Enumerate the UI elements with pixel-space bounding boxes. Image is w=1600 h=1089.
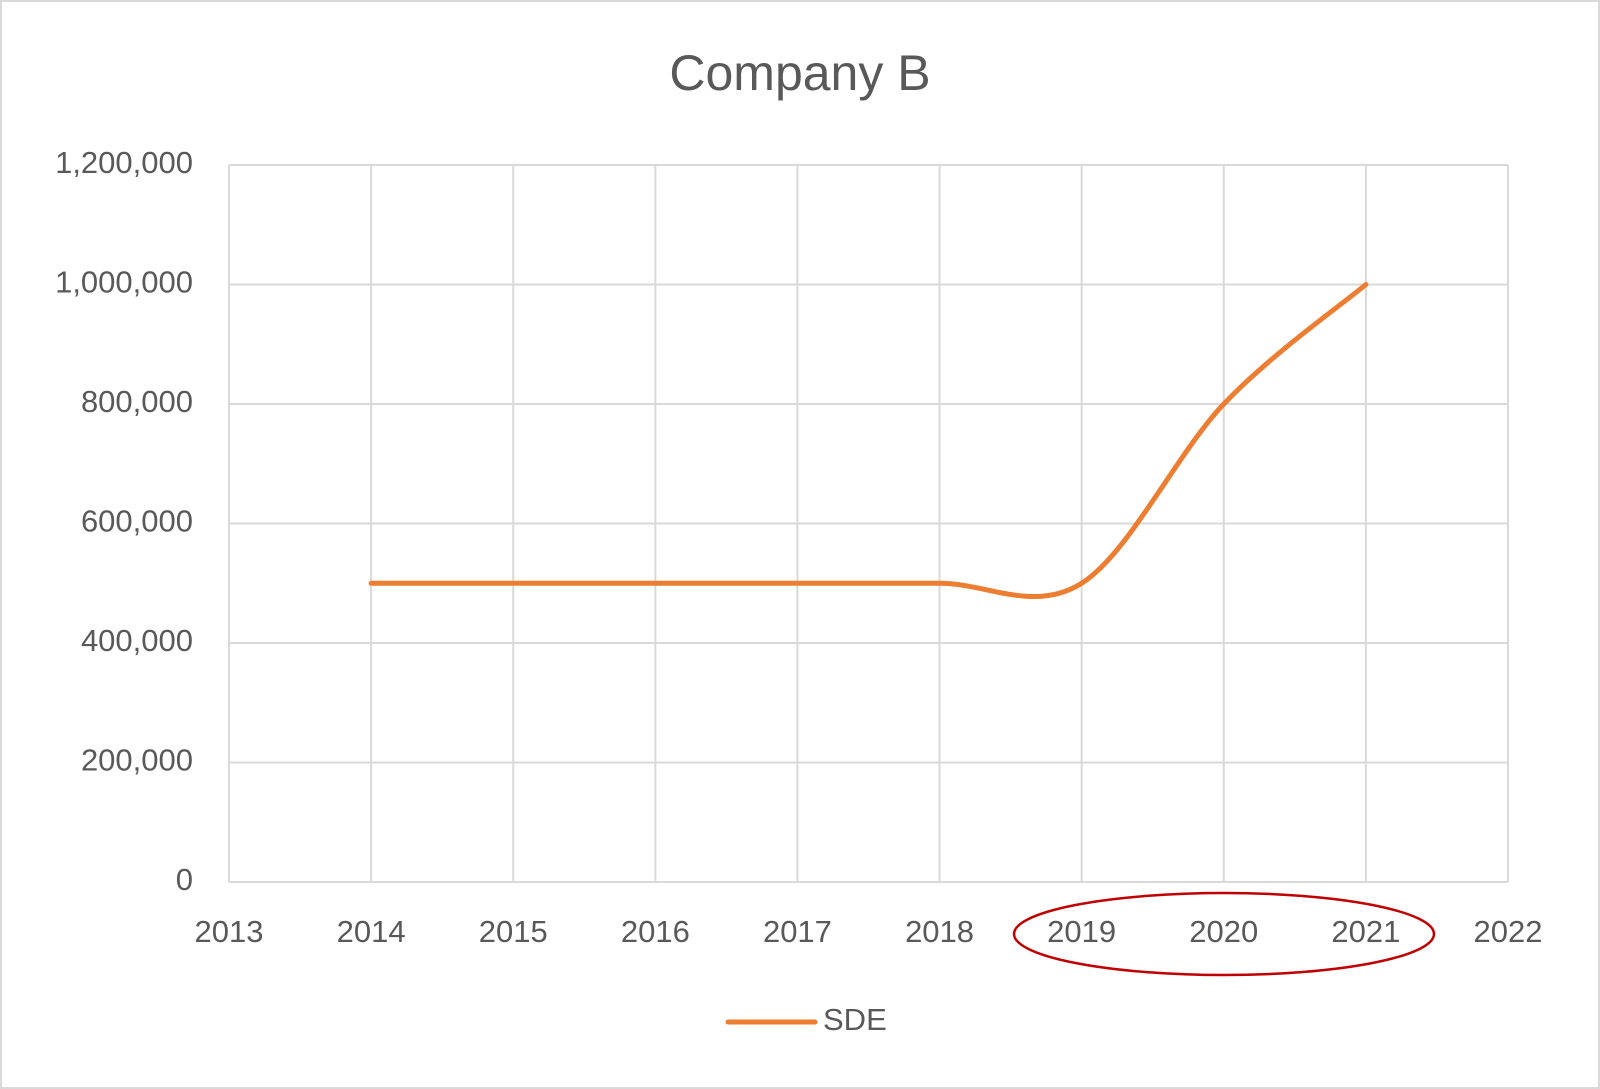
y-tick-label: 0	[176, 862, 193, 897]
data-line	[368, 282, 1369, 599]
y-tick-label: 800,000	[81, 384, 193, 419]
x-tick-label: 2017	[763, 914, 832, 949]
chart-title: Company B	[669, 45, 930, 101]
highlight-ellipse	[1012, 891, 1436, 977]
x-tick-label: 2018	[905, 914, 974, 949]
y-tick-label: 200,000	[81, 743, 193, 778]
x-tick-label: 2016	[621, 914, 690, 949]
y-tick-label: 400,000	[81, 623, 193, 658]
x-tick-label: 2019	[1047, 914, 1116, 949]
y-tick-label: 1,000,000	[55, 265, 193, 300]
legend-label: SDE	[823, 1002, 887, 1037]
y-tick-label: 1,200,000	[55, 145, 193, 180]
x-tick-label: 2014	[337, 914, 406, 949]
x-tick-label: 2022	[1474, 914, 1543, 949]
x-tick-label: 2015	[479, 914, 548, 949]
x-tick-label: 2013	[195, 914, 264, 949]
x-tick-label: 2021	[1331, 914, 1400, 949]
x-tick-label: 2020	[1189, 914, 1258, 949]
y-tick-label: 600,000	[81, 504, 193, 539]
